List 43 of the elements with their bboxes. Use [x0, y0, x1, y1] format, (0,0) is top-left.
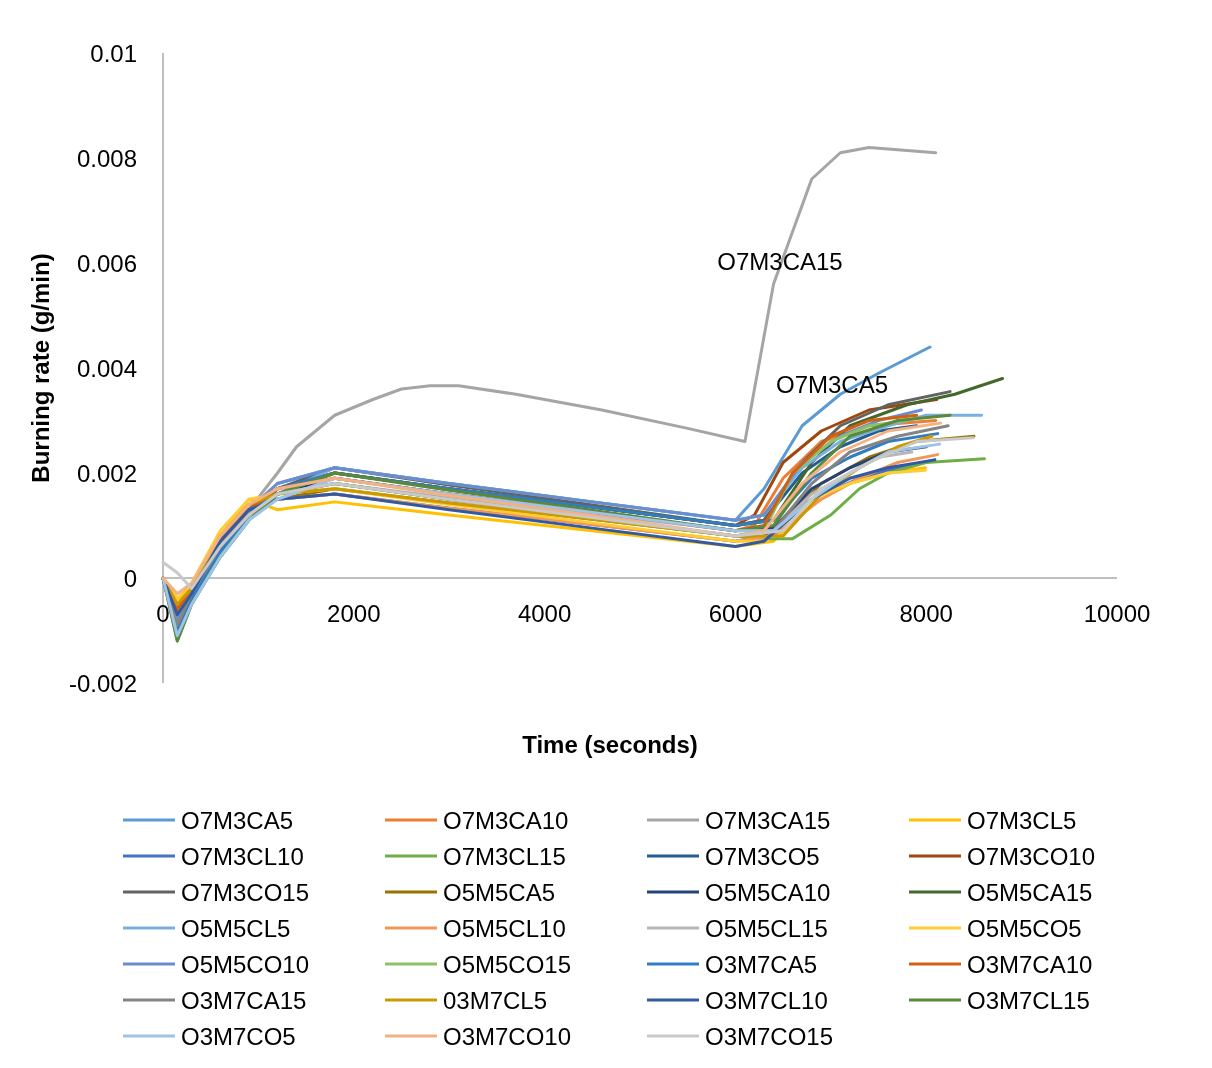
legend-label: O3M7CO15 — [705, 1022, 834, 1050]
y-tick-label: 0.008 — [76, 144, 137, 172]
legend-label: O3M7CL15 — [967, 986, 1090, 1014]
y-tick-label: 0 — [123, 564, 137, 592]
legend-label: O3M7CO5 — [181, 1022, 296, 1050]
x-tick-label: 10000 — [1083, 599, 1151, 627]
legend-label: O5M5CL5 — [181, 914, 291, 942]
annotation: O7M3CA15 — [717, 247, 843, 275]
y-tick-label: 0.006 — [76, 249, 137, 277]
legend-label: O3M7CL10 — [705, 986, 828, 1014]
y-tick-label: -0.002 — [68, 669, 137, 697]
legend-label: O7M3CA15 — [705, 806, 831, 834]
legend-label: O5M5CO10 — [181, 950, 310, 978]
y-tick-label: 0.002 — [76, 459, 137, 487]
legend-label: O7M3CL15 — [443, 842, 566, 870]
legend-label: O7M3CA10 — [443, 806, 569, 834]
x-tick-label: 4000 — [517, 599, 572, 627]
legend-label: O7M3CO15 — [181, 878, 310, 906]
y-axis-title: Burning rate (g/min) — [26, 253, 54, 483]
y-tick-label: 0.004 — [76, 354, 137, 382]
legend-label: O7M3CL5 — [967, 806, 1077, 834]
legend-label: O7M3CO5 — [705, 842, 820, 870]
legend-label: O5M5CA15 — [967, 878, 1093, 906]
x-tick-label: 8000 — [899, 599, 953, 627]
legend-label: O3M7CA10 — [967, 950, 1093, 978]
legend-label: O3M7CA5 — [705, 950, 818, 978]
legend-label: O3M7CA15 — [181, 986, 307, 1014]
legend-label: O5M5CA10 — [705, 878, 831, 906]
x-axis-title: Time (seconds) — [522, 731, 698, 758]
legend-label: O7M3CA5 — [181, 806, 294, 834]
x-tick-label: 6000 — [708, 599, 763, 627]
y-tick-label: 0.01 — [90, 39, 137, 67]
legend-label: O7M3CL10 — [181, 842, 304, 870]
x-tick-label: 2000 — [327, 599, 381, 627]
legend-label: O5M5CL15 — [705, 914, 828, 942]
legend-label: O5M5CO5 — [967, 914, 1082, 942]
legend-label: O5M5CL10 — [443, 914, 566, 942]
x-tick-label: 0 — [156, 599, 170, 627]
legend-label: 03M7CL5 — [443, 986, 548, 1014]
legend-label: O3M7CO10 — [443, 1022, 572, 1050]
legend-label: O7M3CO10 — [967, 842, 1096, 870]
legend-label: O5M5CO15 — [443, 950, 572, 978]
legend-label: O5M5CA5 — [443, 878, 556, 906]
